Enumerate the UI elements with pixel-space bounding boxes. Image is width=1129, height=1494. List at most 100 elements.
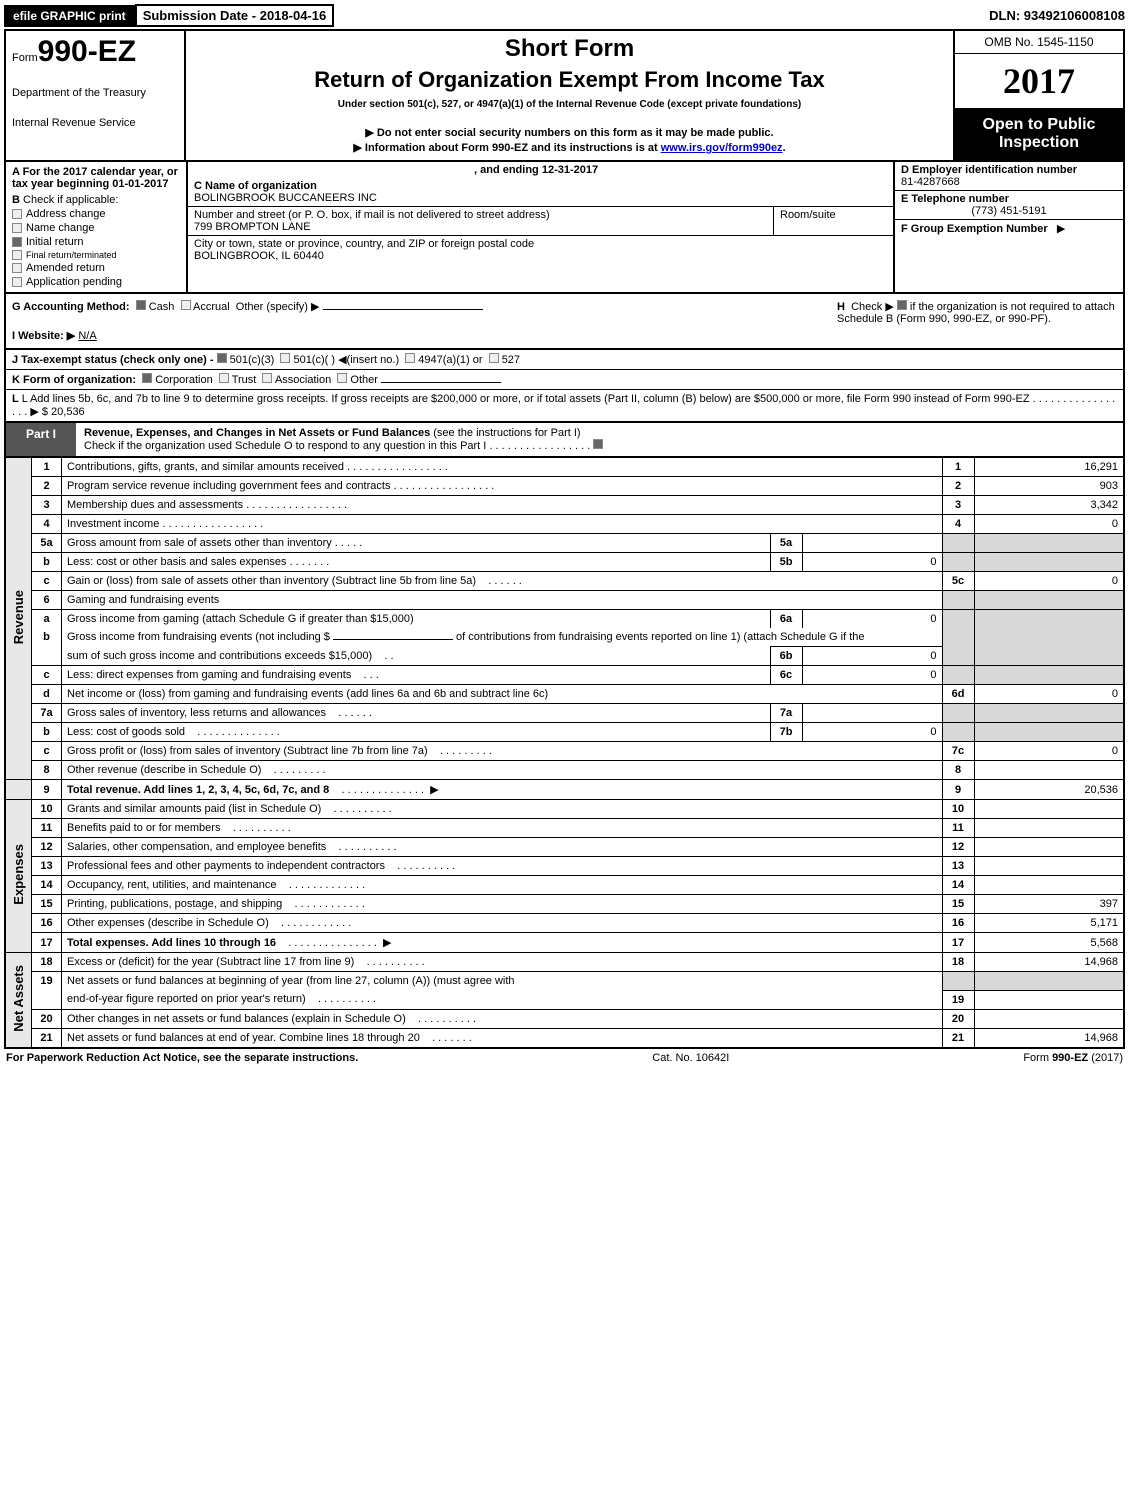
sublabel: 6a bbox=[770, 610, 802, 629]
chk-application-pending[interactable]: Application pending bbox=[12, 276, 180, 288]
info-suffix: . bbox=[783, 142, 786, 154]
chk-trust[interactable] bbox=[219, 373, 229, 383]
info-link[interactable]: www.irs.gov/form990ez bbox=[661, 142, 783, 154]
sublabel: 5b bbox=[770, 553, 802, 572]
city-label: City or town, state or province, country… bbox=[194, 238, 534, 250]
chk-assoc[interactable] bbox=[262, 373, 272, 383]
linedesc: Gross profit or (loss) from sales of inv… bbox=[67, 745, 428, 757]
lineno-blank bbox=[32, 647, 62, 666]
rlabel-shade bbox=[942, 553, 974, 572]
rval: 14,968 bbox=[974, 953, 1124, 972]
linedesc: Excess or (deficit) for the year (Subtra… bbox=[67, 956, 354, 968]
rval-shade bbox=[974, 610, 1124, 629]
linedesc2: end-of-year figure reported on prior yea… bbox=[67, 993, 306, 1005]
chk-schedule-o[interactable] bbox=[593, 439, 603, 449]
rlabel-shade bbox=[942, 647, 974, 666]
lineno: 7a bbox=[32, 704, 62, 723]
chk-4947[interactable] bbox=[405, 353, 415, 363]
chk-501c[interactable] bbox=[280, 353, 290, 363]
rval bbox=[974, 761, 1124, 780]
main-table: Revenue 1 Contributions, gifts, grants, … bbox=[4, 457, 1125, 1049]
chk-other-org[interactable] bbox=[337, 373, 347, 383]
linedesc: Other revenue (describe in Schedule O) bbox=[67, 764, 261, 776]
rlabel: 20 bbox=[942, 1009, 974, 1028]
rlabel-shade bbox=[942, 610, 974, 629]
opt-other: Other bbox=[350, 374, 378, 386]
rval-shade bbox=[974, 553, 1124, 572]
linedesc: Net income or (loss) from gaming and fun… bbox=[67, 688, 548, 700]
rval: 20,536 bbox=[974, 780, 1124, 800]
k-label: K Form of organization: bbox=[12, 374, 136, 386]
info-line: ▶ Information about Form 990-EZ and its … bbox=[196, 141, 943, 154]
linedesc3: sum of such gross income and contributio… bbox=[67, 650, 372, 662]
other-input[interactable] bbox=[323, 309, 483, 310]
rval bbox=[974, 857, 1124, 876]
part-i-title: Revenue, Expenses, and Changes in Net As… bbox=[84, 427, 433, 439]
rlabel-shade bbox=[942, 666, 974, 685]
line-a-end: , and ending 12-31-2017 bbox=[474, 164, 598, 176]
lineno: 9 bbox=[32, 780, 62, 800]
chk-final-return[interactable]: Final return/terminated bbox=[12, 250, 180, 260]
lineno: 6 bbox=[32, 591, 62, 610]
chk-name-change[interactable]: Name change bbox=[12, 222, 180, 234]
rval: 16,291 bbox=[974, 458, 1124, 477]
chk-initial-return[interactable]: Initial return bbox=[12, 236, 180, 248]
lineno: c bbox=[32, 742, 62, 761]
rval bbox=[974, 800, 1124, 819]
linedesc: Gross income from fundraising events (no… bbox=[67, 631, 333, 643]
footer-left: For Paperwork Reduction Act Notice, see … bbox=[6, 1052, 358, 1064]
chk-cash[interactable] bbox=[136, 300, 146, 310]
lineno: 13 bbox=[32, 857, 62, 876]
efile-print-button[interactable]: efile GRAPHIC print bbox=[4, 5, 135, 27]
footer-mid: Cat. No. 10642I bbox=[652, 1052, 729, 1064]
chk-accrual[interactable] bbox=[181, 300, 191, 310]
rlabel: 3 bbox=[942, 496, 974, 515]
open-to-public: Open to Public Inspection bbox=[955, 108, 1123, 160]
lineno: 21 bbox=[32, 1028, 62, 1048]
room-label: Room/suite bbox=[780, 209, 836, 221]
line-a: A For the 2017 calendar year, or tax yea… bbox=[12, 166, 180, 190]
chk-label: Amended return bbox=[26, 262, 105, 274]
rlabel: 19 bbox=[942, 990, 974, 1009]
linedesc: Gross income from gaming (attach Schedul… bbox=[67, 613, 414, 625]
chk-corp[interactable] bbox=[142, 373, 152, 383]
chk-label: Final return/terminated bbox=[26, 250, 117, 260]
rval: 397 bbox=[974, 895, 1124, 914]
chk-h[interactable] bbox=[897, 300, 907, 310]
street-value: 799 BROMPTON LANE bbox=[194, 221, 311, 233]
chk-amended-return[interactable]: Amended return bbox=[12, 262, 180, 274]
linedesc: Grants and similar amounts paid (list in… bbox=[67, 803, 321, 815]
rval-shade bbox=[974, 647, 1124, 666]
opt-corp: Corporation bbox=[155, 374, 212, 386]
rlabel-shade bbox=[942, 723, 974, 742]
rval: 0 bbox=[974, 685, 1124, 704]
chk-address-change[interactable]: Address change bbox=[12, 208, 180, 220]
fundraising-input[interactable] bbox=[333, 639, 453, 640]
subval: 0 bbox=[802, 610, 942, 629]
side-blank bbox=[5, 780, 32, 800]
check-if-applicable: Check if applicable: bbox=[23, 194, 118, 206]
rlabel-shade bbox=[942, 628, 974, 647]
opt-4947: 4947(a)(1) or bbox=[418, 354, 482, 366]
chk-527[interactable] bbox=[489, 353, 499, 363]
accrual-label: Accrual bbox=[193, 301, 230, 313]
rlabel: 15 bbox=[942, 895, 974, 914]
h-label: H bbox=[837, 301, 845, 313]
chk-501c3[interactable] bbox=[217, 353, 227, 363]
part-i-header: Part I Revenue, Expenses, and Changes in… bbox=[4, 423, 1125, 457]
g-label: G Accounting Method: bbox=[12, 301, 130, 313]
rval bbox=[974, 1009, 1124, 1028]
sublabel: 6b bbox=[770, 647, 802, 666]
rlabel: 21 bbox=[942, 1028, 974, 1048]
org-name: BOLINGBROOK BUCCANEERS INC bbox=[194, 192, 377, 204]
linedesc-bold: Total revenue. Add lines 1, 2, 3, 4, 5c,… bbox=[67, 784, 329, 796]
chk-label: Initial return bbox=[26, 236, 83, 248]
rval-shade bbox=[974, 666, 1124, 685]
line-a-ending: , and ending 12-31-2017 bbox=[188, 162, 893, 178]
other-label: Other (specify) ▶ bbox=[236, 301, 320, 313]
rlabel: 7c bbox=[942, 742, 974, 761]
other-org-input[interactable] bbox=[381, 382, 501, 383]
rlabel: 12 bbox=[942, 838, 974, 857]
linedesc: Occupancy, rent, utilities, and maintena… bbox=[67, 879, 277, 891]
rval: 0 bbox=[974, 572, 1124, 591]
